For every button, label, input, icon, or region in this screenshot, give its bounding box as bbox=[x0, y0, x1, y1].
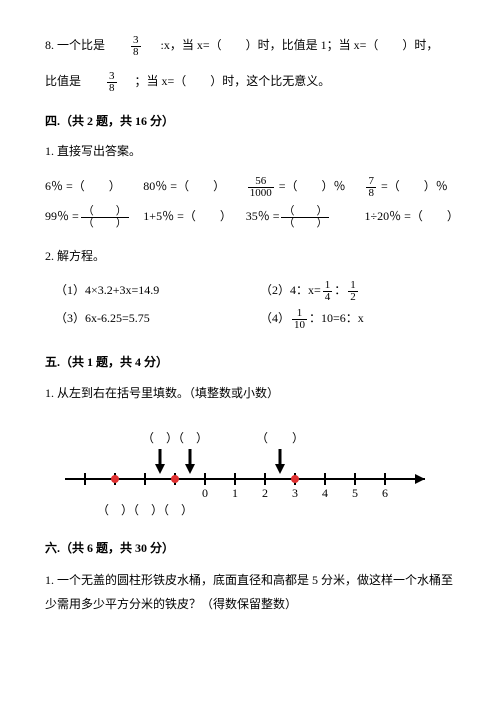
sec4-row1: 6％ =（ ） 80％ =（ ） 56 1000 =（ ）％ 7 8 =（ ）％ bbox=[45, 175, 455, 199]
cell-1div20pct: 1÷20％ =（ ） bbox=[364, 205, 467, 229]
q8-mid: :x，当 x=（ ）时，比值是 1；当 x=（ ）时， bbox=[161, 38, 439, 52]
fraction-numerator: 3 bbox=[107, 71, 117, 83]
tick-labels: 0 1 2 3 4 5 6 bbox=[202, 486, 388, 500]
fraction-denominator: 4 bbox=[323, 292, 333, 303]
frac-56-1000: 56 1000 bbox=[248, 176, 274, 199]
q8-prefix: 8. 一个比是 bbox=[45, 38, 105, 52]
fraction-numerator: （ ） bbox=[281, 206, 329, 218]
dot-neg3 bbox=[111, 475, 119, 483]
bottom-brackets: （ ） （ ） （ ） bbox=[97, 503, 193, 517]
section6-q1: 1. 一个无盖的圆柱形铁皮水桶，底面直径和高都是 5 分米，做这样一个水桶至少需… bbox=[45, 568, 455, 616]
eq3: （3）6x-6.25=5.75 bbox=[45, 307, 260, 331]
top-brackets: （ ） （ ） （ ） bbox=[142, 431, 304, 474]
section5-head: 五.（共 1 题，共 4 分） bbox=[45, 351, 455, 374]
cell-1plus5pct: 1+5％ =（ ） bbox=[143, 205, 241, 229]
label-text: 35％ = bbox=[246, 209, 280, 223]
section4-q1: 1. 直接写出答案。 bbox=[45, 140, 455, 163]
tick-3: 3 bbox=[292, 486, 298, 500]
number-line-svg: 0 1 2 3 4 5 6 （ ） bbox=[45, 424, 445, 519]
sec4-eq-row2: （3）6x-6.25=5.75 （4） 1 10 ：10=6：x bbox=[45, 307, 455, 331]
eq4-frac: 1 10 bbox=[292, 308, 307, 331]
fraction-denominator: 8 bbox=[131, 47, 141, 58]
eq2-frac2: 1 2 bbox=[348, 280, 358, 303]
arrow-icon bbox=[415, 474, 425, 484]
cell-6pct: 6％ =（ ） bbox=[45, 175, 139, 199]
fraction-denominator: 8 bbox=[107, 83, 117, 94]
page: 8. 一个比是 3 8 :x，当 x=（ ）时，比值是 1；当 x=（ ）时， … bbox=[0, 0, 500, 648]
q8-frac1: 3 8 bbox=[131, 35, 141, 58]
tick-0: 0 bbox=[202, 486, 208, 500]
tick-6: 6 bbox=[382, 486, 388, 500]
eq1: （1）4×3.2+3x=14.9 bbox=[45, 279, 260, 303]
fraction-denominator: （ ） bbox=[81, 218, 129, 229]
q8-line2a: 比值是 bbox=[45, 74, 81, 88]
cell-99pct: 99％ = （ ） （ ） bbox=[45, 205, 139, 229]
dot-neg1 bbox=[171, 475, 179, 483]
cell-7over8: 7 8 =（ ）％ bbox=[364, 175, 467, 199]
section5-q1: 1. 从左到右在括号里填数。（填整数或小数） bbox=[45, 382, 455, 405]
cell-80pct: 80％ =（ ） bbox=[143, 175, 241, 199]
eq4-rest: ：10=6：x bbox=[309, 311, 364, 325]
q8-frac2: 3 8 bbox=[107, 71, 117, 94]
label-text: 99％ = bbox=[45, 209, 79, 223]
rest-text: =（ ）％ bbox=[276, 179, 346, 193]
frac-blank-1: （ ） （ ） bbox=[81, 206, 129, 229]
section4-head: 四.（共 2 题，共 16 分） bbox=[45, 110, 455, 133]
fraction-denominator: 2 bbox=[348, 292, 358, 303]
sec4-row2: 99％ = （ ） （ ） 1+5％ =（ ） 35％ = （ ） （ ） 1÷… bbox=[45, 205, 455, 229]
eq2: （2）4：x= 1 4 ： 1 2 bbox=[260, 279, 465, 303]
sec4-eq-row1: （1）4×3.2+3x=14.9 （2）4：x= 1 4 ： 1 2 bbox=[45, 279, 455, 303]
tick-2: 2 bbox=[262, 486, 268, 500]
bot-bracket-3: （ ） bbox=[157, 503, 193, 517]
cell-56over1000: 56 1000 =（ ）％ bbox=[246, 175, 361, 199]
tick-5: 5 bbox=[352, 486, 358, 500]
fraction-denominator: 1000 bbox=[248, 188, 274, 199]
eq2-frac1: 1 4 bbox=[323, 280, 333, 303]
fraction-denominator: （ ） bbox=[281, 218, 329, 229]
cell-35pct: 35％ = （ ） （ ） bbox=[246, 205, 361, 229]
eq4: （4） 1 10 ：10=6：x bbox=[260, 307, 465, 331]
number-line: 0 1 2 3 4 5 6 （ ） bbox=[45, 424, 455, 519]
tick-4: 4 bbox=[322, 486, 328, 500]
fraction-numerator: （ ） bbox=[81, 206, 129, 218]
fraction-numerator: 3 bbox=[131, 35, 141, 47]
eq2-prefix: （2）4：x= bbox=[260, 283, 321, 297]
q8-line2: 比值是 3 8 ；当 x=（ ）时，这个比无意义。 bbox=[45, 70, 455, 94]
eq4-prefix: （4） bbox=[260, 311, 290, 325]
tick-1: 1 bbox=[232, 486, 238, 500]
q8-line2b: ；当 x=（ ）时，这个比无意义。 bbox=[135, 74, 331, 88]
top-bracket-3: （ ） bbox=[256, 431, 304, 445]
frac-7-8: 7 8 bbox=[366, 176, 376, 199]
section6-head: 六.（共 6 题，共 30 分） bbox=[45, 537, 455, 560]
section4-q2: 2. 解方程。 bbox=[45, 245, 455, 268]
dot-pos3 bbox=[291, 475, 299, 483]
top-bracket-2: （ ） bbox=[172, 431, 208, 445]
frac-blank-2: （ ） （ ） bbox=[281, 206, 329, 229]
q8-line1: 8. 一个比是 3 8 :x，当 x=（ ）时，比值是 1；当 x=（ ）时， bbox=[45, 34, 455, 58]
fraction-denominator: 10 bbox=[292, 320, 307, 331]
eq2-mid: ： bbox=[334, 283, 346, 297]
fraction-denominator: 8 bbox=[366, 188, 376, 199]
rest-text: =（ ）％ bbox=[378, 179, 448, 193]
